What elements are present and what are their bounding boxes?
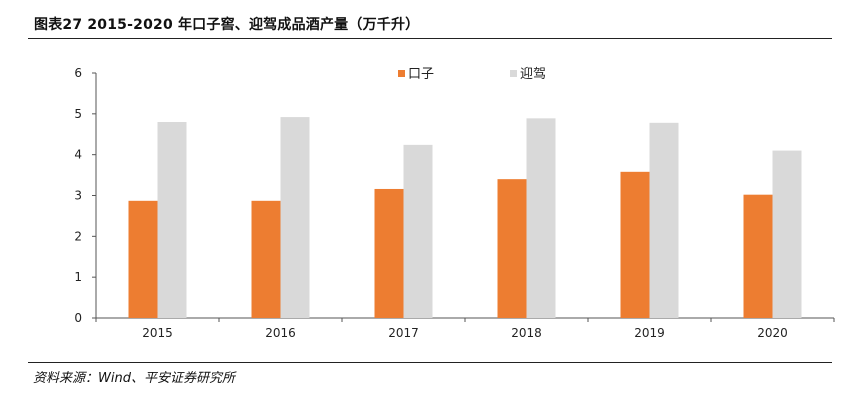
bar-kouzi-2015 bbox=[128, 200, 158, 318]
x-tick-label: 2017 bbox=[388, 326, 419, 340]
y-tick-label: 6 bbox=[74, 66, 82, 80]
bottom-rule bbox=[28, 362, 832, 363]
source-note: 资料来源：Wind、平安证券研究所 bbox=[33, 371, 235, 386]
bar-kouzi-2017 bbox=[374, 188, 404, 318]
y-axis: 0 1 2 3 4 5 6 bbox=[74, 66, 97, 325]
y-tick-label: 4 bbox=[74, 148, 82, 162]
bar-yingjia-2017 bbox=[403, 144, 433, 318]
y-tick-label: 3 bbox=[74, 189, 82, 203]
y-tick-label: 0 bbox=[74, 311, 82, 325]
bars bbox=[128, 117, 802, 318]
bar-kouzi-2016 bbox=[251, 200, 281, 318]
bar-kouzi-2020 bbox=[743, 194, 773, 318]
x-tick-label: 2018 bbox=[511, 326, 542, 340]
bar-chart: 0 1 2 3 4 5 6 2015 2016 2017 2018 2019 2020 口子 迎驾 bbox=[74, 66, 835, 340]
y-tick-label: 5 bbox=[74, 107, 82, 121]
bar-kouzi-2018 bbox=[497, 179, 527, 318]
bar-yingjia-2020 bbox=[772, 150, 802, 318]
x-tick-label: 2020 bbox=[757, 326, 788, 340]
x-axis: 2015 2016 2017 2018 2019 2020 bbox=[95, 317, 835, 340]
x-tick-label: 2019 bbox=[634, 326, 665, 340]
bar-yingjia-2015 bbox=[157, 122, 187, 318]
top-rule bbox=[28, 38, 832, 39]
bar-yingjia-2018 bbox=[526, 118, 556, 318]
x-tick-label: 2016 bbox=[265, 326, 296, 340]
legend: 口子 迎驾 bbox=[398, 67, 546, 82]
figure-title: 图表27 2015-2020 年口子窖、迎驾成品酒产量（万千升） bbox=[34, 17, 420, 33]
legend-swatch bbox=[510, 70, 517, 77]
legend-label: 口子 bbox=[408, 67, 434, 82]
bar-yingjia-2016 bbox=[280, 117, 310, 318]
legend-label: 迎驾 bbox=[520, 67, 546, 82]
y-tick-label: 2 bbox=[74, 229, 82, 243]
x-tick-label: 2015 bbox=[142, 326, 173, 340]
bar-yingjia-2019 bbox=[649, 122, 679, 318]
legend-swatch bbox=[398, 70, 405, 77]
y-tick-label: 1 bbox=[74, 270, 82, 284]
figure-header: 图表27 2015-2020 年口子窖、迎驾成品酒产量（万千升） bbox=[28, 12, 828, 36]
bar-kouzi-2019 bbox=[620, 171, 650, 318]
